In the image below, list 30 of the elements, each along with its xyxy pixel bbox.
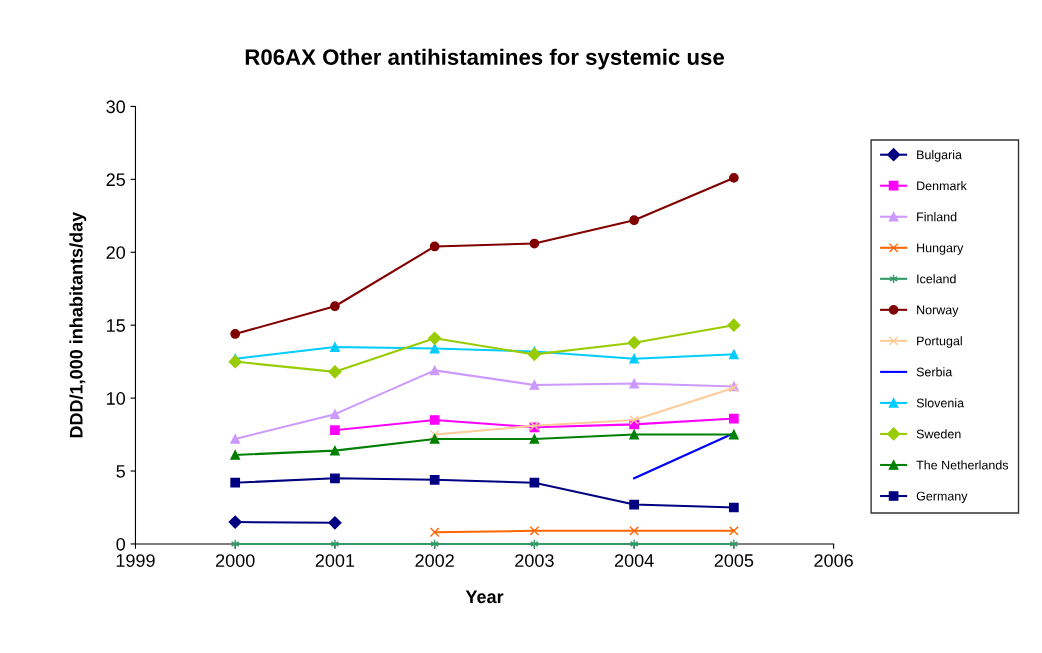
x-tick-label: 2002: [415, 554, 454, 567]
legend-label: Germany: [916, 491, 968, 503]
x-tick-label: 2004: [614, 554, 654, 567]
x-tick-label: 2003: [515, 554, 554, 567]
legend-label: Finland: [917, 212, 957, 222]
x-tick-label: 2005: [714, 554, 754, 567]
x-tick-label: 2001: [315, 554, 355, 567]
x-tick-label: 2006: [814, 554, 853, 567]
legend-label: Slovenia: [916, 398, 965, 408]
legend-label: Bulgaria: [917, 150, 962, 162]
x-axis-title: Year: [465, 590, 504, 604]
legend-label: Serbia: [916, 367, 953, 377]
y-tick-label: 25: [106, 173, 125, 187]
legend-label: The Netherlands: [916, 460, 1009, 470]
legend-label: Iceland: [917, 274, 956, 284]
y-tick-label: 5: [116, 465, 125, 478]
y-tick-label: 30: [106, 100, 126, 114]
y-tick-label: 0: [116, 537, 126, 551]
legend-label: Norway: [917, 305, 959, 317]
legend-label: Portugal: [917, 336, 962, 348]
y-tick-label: 15: [107, 319, 125, 332]
chart-title: R06AX Other antihistamines for systemic use: [245, 48, 724, 70]
y-tick-label: 10: [107, 392, 126, 405]
y-tick-label: 20: [106, 246, 126, 259]
legend-label: Sweden: [916, 429, 961, 439]
x-tick-label: 2000: [216, 554, 255, 567]
legend-label: Denmark: [917, 181, 967, 191]
y-axis-title: DDD/1,000 inhabitants/day: [69, 211, 87, 438]
legend-label: Hungary: [917, 243, 964, 255]
x-tick-label: 1999: [116, 554, 155, 567]
